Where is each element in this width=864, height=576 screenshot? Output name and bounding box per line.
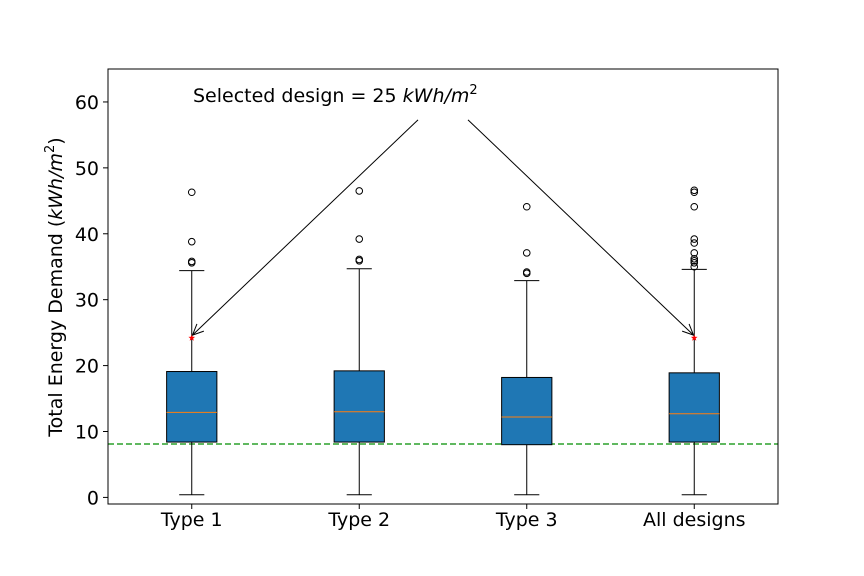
y-tick-label: 40: [75, 224, 99, 246]
box-group: [333, 187, 385, 496]
annotation-arrowhead: [681, 323, 695, 336]
y-axis-label-superscript: 2: [43, 145, 58, 153]
x-tick-label: Type 1: [160, 509, 223, 531]
outlier-point: [355, 187, 364, 195]
outlier-point: [355, 235, 364, 243]
box-iqr: [333, 370, 385, 443]
annotation-text: Selected design = 25 kWh/m2: [193, 83, 478, 107]
box-iqr: [668, 372, 720, 443]
y-axis-label: Total Energy Demand (kWh/m2): [43, 137, 67, 437]
box-group: [501, 202, 553, 496]
x-axis: Type 1 Type 2 Type 3 All designs: [160, 504, 746, 531]
annotation-text-superscript: 2: [469, 83, 477, 98]
outlier-point: [187, 237, 196, 246]
outlier-point: [522, 202, 531, 211]
y-tick-label: 10: [75, 422, 99, 444]
outlier-point: [690, 186, 699, 195]
outlier-point: [522, 249, 531, 257]
y-axis-label-main: Total Energy Demand (: [45, 220, 67, 438]
outlier-point: [690, 255, 699, 263]
annotation-arrow: [467, 119, 694, 336]
outlier-point: [690, 239, 699, 247]
annotation-arrowhead: [191, 323, 205, 336]
outlier-point: [187, 188, 196, 197]
outlier-point: [690, 249, 699, 257]
box-group: [166, 188, 218, 496]
outlier-point: [355, 255, 364, 264]
y-tick-label: 20: [75, 356, 99, 378]
annotation-layer: [188, 119, 698, 341]
x-tick-label: Type 3: [495, 509, 558, 531]
outlier-point: [522, 268, 531, 276]
y-tick-label: 60: [75, 92, 99, 114]
y-axis-label-close: ): [45, 137, 67, 144]
outlier-point: [690, 188, 699, 197]
y-tick-label: 30: [75, 290, 99, 312]
box-iqr: [501, 376, 553, 446]
annotation-arrow: [192, 119, 419, 336]
selected-design-marker: [690, 334, 698, 341]
selected-design-marker: [188, 334, 196, 341]
x-tick-label: All designs: [643, 509, 746, 531]
outlier-point: [690, 256, 699, 265]
boxes-layer: [166, 186, 720, 496]
y-axis-label-unit: kWh/m: [45, 153, 67, 220]
outlier-point: [690, 235, 699, 243]
y-axis: 0 10 20 30 40 50 60: [75, 92, 108, 509]
outlier-point: [690, 262, 699, 271]
outlier-point: [187, 257, 196, 266]
annotation-text-unit: kWh/m: [403, 85, 470, 107]
outlier-point: [690, 202, 699, 211]
y-tick-label: 0: [87, 487, 99, 509]
x-tick-label: Type 2: [327, 509, 390, 531]
box-iqr: [166, 371, 218, 443]
outlier-point: [690, 258, 699, 267]
box-group: [668, 186, 720, 496]
annotation-text-main: Selected design = 25: [193, 85, 403, 107]
plot-frame: [107, 68, 779, 505]
y-tick-label: 50: [75, 158, 99, 180]
